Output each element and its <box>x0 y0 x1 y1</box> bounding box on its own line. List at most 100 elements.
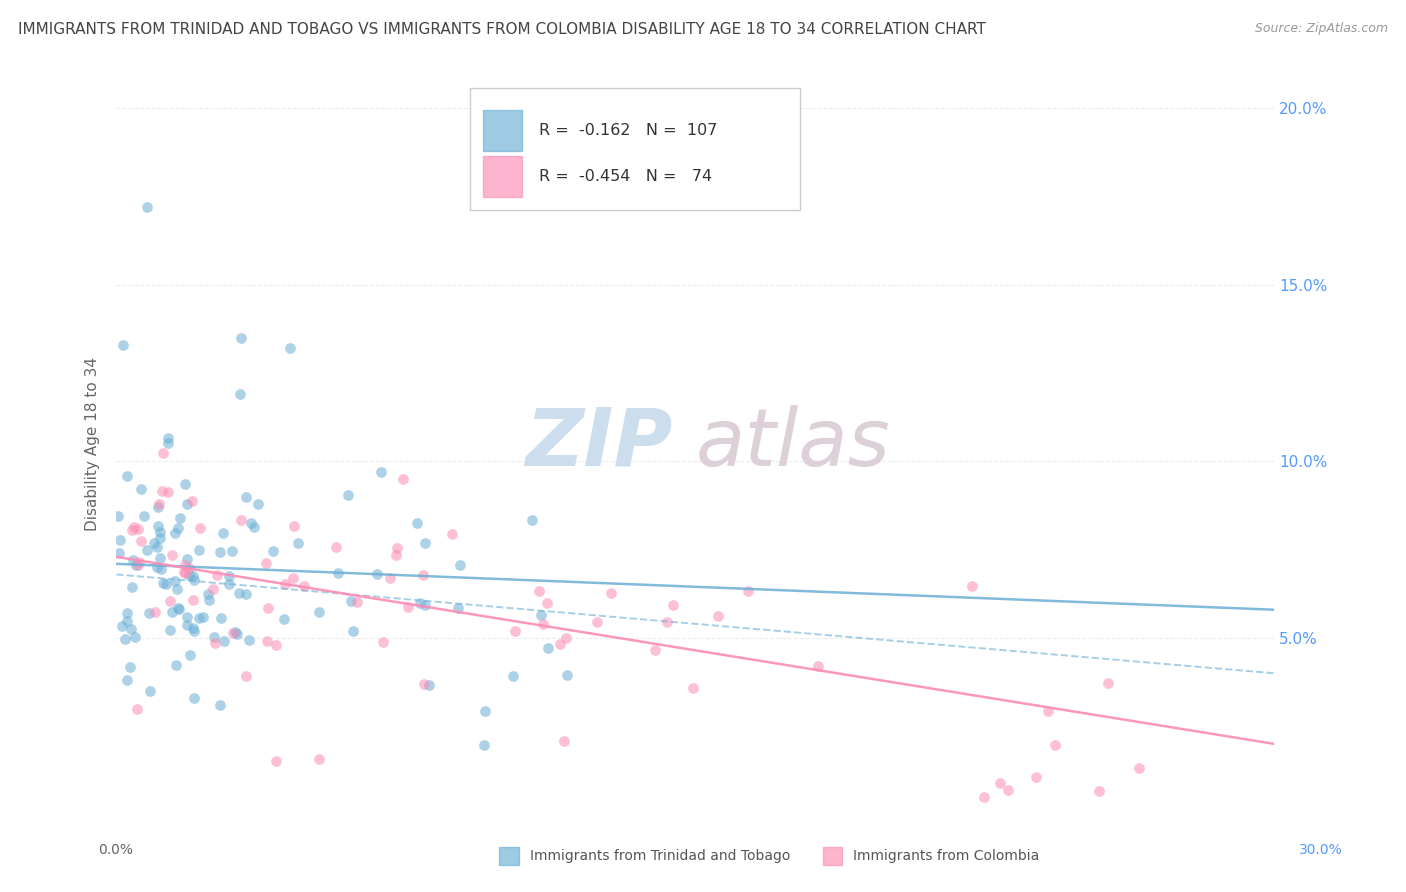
Point <box>166 601 188 615</box>
Point <box>127 522 149 536</box>
Point <box>385 541 408 555</box>
Point <box>1128 761 1150 775</box>
Point <box>165 658 187 673</box>
Bar <box>484 156 522 197</box>
Point <box>472 738 495 752</box>
Point <box>108 533 131 548</box>
Point <box>520 513 543 527</box>
Text: 30.0%: 30.0% <box>1299 843 1343 857</box>
Point <box>240 516 263 531</box>
Point <box>176 552 198 566</box>
Point <box>346 595 368 609</box>
Point <box>166 582 188 597</box>
Point <box>235 490 257 504</box>
Point <box>146 518 169 533</box>
Point <box>152 446 174 460</box>
Text: IMMIGRANTS FROM TRINIDAD AND TOBAGO VS IMMIGRANTS FROM COLOMBIA DISABILITY AGE 1: IMMIGRANTS FROM TRINIDAD AND TOBAGO VS I… <box>18 22 986 37</box>
Point <box>138 607 160 621</box>
Point <box>124 630 146 644</box>
Point <box>254 556 277 570</box>
Point <box>149 524 172 539</box>
Point <box>174 558 197 572</box>
Bar <box>484 110 522 151</box>
Point <box>183 573 205 587</box>
Point <box>181 569 204 583</box>
Point <box>150 562 173 576</box>
Point <box>238 633 260 648</box>
Point <box>308 752 330 766</box>
Point <box>229 331 252 345</box>
Point <box>503 624 526 639</box>
Point <box>149 551 172 566</box>
Point <box>586 615 609 629</box>
Point <box>292 579 315 593</box>
Point <box>191 610 214 624</box>
Point <box>960 579 983 593</box>
Point <box>218 577 240 591</box>
Point <box>222 626 245 640</box>
Point <box>205 568 228 582</box>
Point <box>283 519 305 533</box>
Point <box>174 566 197 580</box>
Point <box>256 634 278 648</box>
Text: Immigrants from Trinidad and Tobago: Immigrants from Trinidad and Tobago <box>530 849 790 863</box>
Point <box>129 533 152 548</box>
Point <box>548 637 571 651</box>
Point <box>682 681 704 695</box>
Point <box>117 614 139 628</box>
Point <box>527 583 550 598</box>
Point <box>553 733 575 747</box>
Point <box>440 527 463 541</box>
Point <box>127 558 149 572</box>
FancyBboxPatch shape <box>470 87 800 211</box>
Point <box>555 631 578 645</box>
Point <box>114 632 136 647</box>
Point <box>121 523 143 537</box>
Point <box>406 516 429 530</box>
Point <box>997 783 1019 797</box>
Text: R =  -0.162   N =  107: R = -0.162 N = 107 <box>538 123 717 138</box>
Point <box>412 568 434 582</box>
Point <box>228 585 250 599</box>
Point <box>149 531 172 545</box>
Point <box>139 684 162 698</box>
Point <box>115 607 138 621</box>
Point <box>262 544 284 558</box>
Point <box>146 559 169 574</box>
Point <box>208 545 231 559</box>
Point <box>169 511 191 525</box>
Point <box>396 600 419 615</box>
Point <box>226 627 249 641</box>
Point <box>366 567 388 582</box>
Point <box>246 497 269 511</box>
Point <box>257 601 280 615</box>
Point <box>135 200 157 214</box>
Point <box>385 548 408 562</box>
Point <box>146 541 169 555</box>
Point <box>157 485 180 500</box>
Point <box>988 776 1011 790</box>
Point <box>121 581 143 595</box>
Point <box>183 691 205 706</box>
Point <box>176 497 198 511</box>
Point <box>124 558 146 573</box>
Point <box>644 642 666 657</box>
Point <box>278 342 301 356</box>
Point <box>264 754 287 768</box>
Point <box>181 621 204 635</box>
Point <box>201 582 224 596</box>
Point <box>1025 770 1047 784</box>
Point <box>530 608 553 623</box>
Point <box>209 611 232 625</box>
Point <box>148 497 170 511</box>
Point <box>229 513 252 527</box>
Point <box>474 704 496 718</box>
Point <box>447 601 470 615</box>
Point <box>208 698 231 713</box>
Point <box>274 577 297 591</box>
Point <box>273 612 295 626</box>
Y-axis label: Disability Age 18 to 34: Disability Age 18 to 34 <box>86 357 100 531</box>
Point <box>266 639 288 653</box>
Point <box>202 630 225 644</box>
Text: ZIP: ZIP <box>524 405 672 483</box>
